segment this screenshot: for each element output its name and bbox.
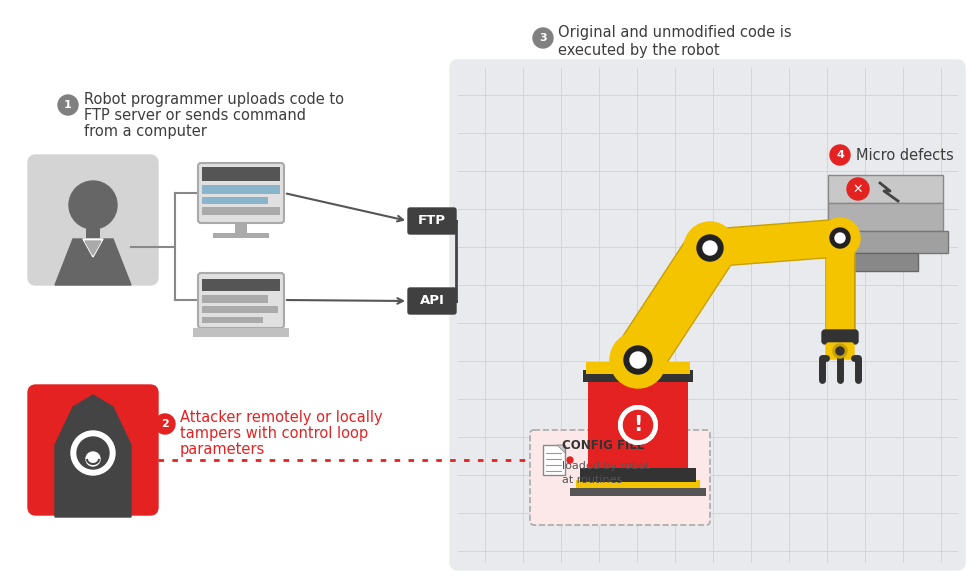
Bar <box>202 295 268 303</box>
Bar <box>213 233 269 238</box>
Circle shape <box>829 228 849 248</box>
Text: Attacker remotely or locally: Attacker remotely or locally <box>180 411 382 425</box>
Circle shape <box>829 145 849 165</box>
Bar <box>202 279 279 291</box>
Circle shape <box>563 453 576 467</box>
Bar <box>852 253 917 271</box>
Bar <box>542 445 565 475</box>
Circle shape <box>620 408 655 442</box>
FancyBboxPatch shape <box>530 430 709 525</box>
Bar <box>234 223 247 233</box>
Circle shape <box>617 405 658 445</box>
Bar <box>828 175 942 203</box>
Text: Robot programmer uploads code to: Robot programmer uploads code to <box>84 91 344 106</box>
Text: CONFIG FILE: CONFIG FILE <box>562 439 644 453</box>
FancyBboxPatch shape <box>28 385 158 515</box>
Bar <box>579 468 696 482</box>
Circle shape <box>617 405 658 445</box>
Circle shape <box>697 235 722 261</box>
Text: 2: 2 <box>161 419 169 429</box>
Polygon shape <box>557 445 565 453</box>
Text: FTP: FTP <box>417 215 446 228</box>
Circle shape <box>834 233 844 243</box>
Bar <box>192 328 289 337</box>
Text: Micro defects: Micro defects <box>855 147 953 163</box>
Circle shape <box>58 95 78 115</box>
Polygon shape <box>55 239 131 285</box>
Bar <box>202 167 279 181</box>
FancyBboxPatch shape <box>197 163 283 223</box>
Circle shape <box>629 352 646 368</box>
Text: FTP server or sends command: FTP server or sends command <box>84 108 306 122</box>
Circle shape <box>71 431 115 475</box>
Bar <box>202 185 279 194</box>
Bar <box>202 306 277 313</box>
Text: 4: 4 <box>835 150 843 160</box>
Bar <box>587 382 687 472</box>
Circle shape <box>69 181 117 229</box>
Circle shape <box>610 332 665 388</box>
FancyBboxPatch shape <box>826 343 853 359</box>
Text: from a computer: from a computer <box>84 123 207 139</box>
Circle shape <box>835 347 843 355</box>
Text: !: ! <box>633 415 642 435</box>
Circle shape <box>86 452 100 466</box>
Text: 1: 1 <box>64 100 71 110</box>
Polygon shape <box>85 241 101 255</box>
Text: ✕: ✕ <box>852 183 863 195</box>
Bar <box>575 480 700 490</box>
FancyBboxPatch shape <box>821 330 857 344</box>
Polygon shape <box>55 395 131 517</box>
Text: Original and unmodified code is: Original and unmodified code is <box>558 25 790 40</box>
Bar <box>86 229 100 239</box>
Circle shape <box>623 346 652 374</box>
Bar <box>828 203 942 231</box>
Bar <box>823 231 947 253</box>
Circle shape <box>832 344 846 358</box>
Circle shape <box>620 408 655 442</box>
FancyBboxPatch shape <box>407 208 455 234</box>
Text: executed by the robot: executed by the robot <box>558 43 719 57</box>
Circle shape <box>77 437 108 469</box>
Bar <box>202 197 268 204</box>
FancyBboxPatch shape <box>197 273 283 328</box>
Bar <box>570 488 705 496</box>
Text: tampers with control loop: tampers with control loop <box>180 426 367 442</box>
Circle shape <box>702 241 716 255</box>
Polygon shape <box>83 239 103 257</box>
Circle shape <box>846 178 869 200</box>
Text: API: API <box>419 294 444 308</box>
Circle shape <box>567 457 573 463</box>
Circle shape <box>683 222 736 274</box>
Circle shape <box>154 414 175 434</box>
Bar <box>202 317 263 323</box>
FancyBboxPatch shape <box>28 155 158 285</box>
FancyBboxPatch shape <box>449 60 964 570</box>
Text: parameters: parameters <box>180 442 265 457</box>
Bar <box>585 362 690 374</box>
Circle shape <box>532 28 552 48</box>
FancyBboxPatch shape <box>407 288 455 314</box>
Bar <box>202 207 279 215</box>
Text: at routines: at routines <box>562 475 621 485</box>
Circle shape <box>819 218 859 258</box>
Text: loaded by robot: loaded by robot <box>562 461 649 471</box>
Text: 3: 3 <box>538 33 546 43</box>
Bar <box>582 370 693 382</box>
